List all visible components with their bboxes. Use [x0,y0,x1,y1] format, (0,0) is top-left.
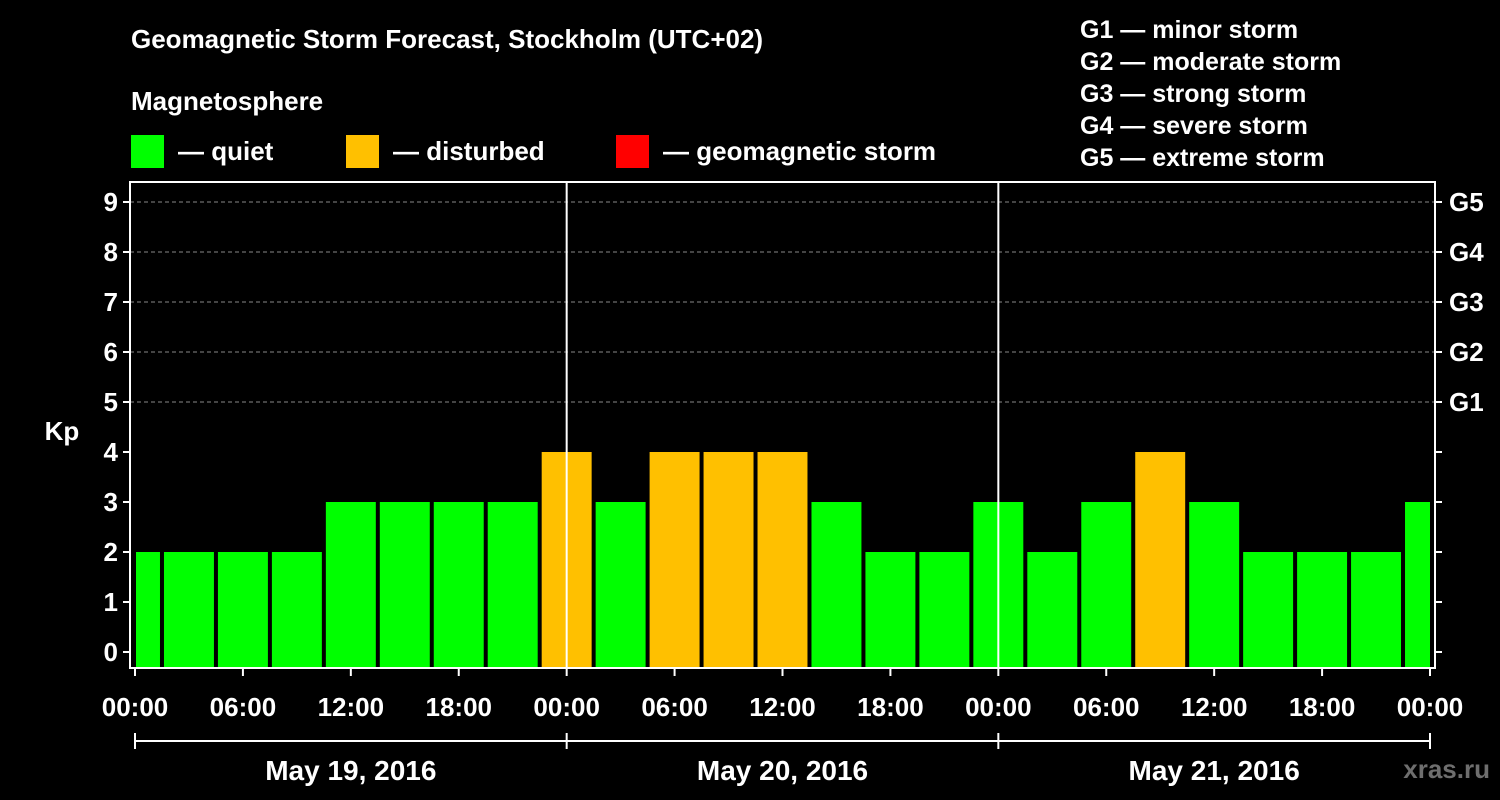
legend-swatch-disturbed [346,134,379,168]
y-axis-label: Kp [45,416,80,446]
g-label-g4: G4 [1449,237,1484,267]
y-tick-label-1: 1 [104,587,118,617]
kp-bar-2 [217,552,268,668]
kp-bar-15 [919,552,970,668]
kp-bar-14 [865,552,916,668]
kp-bar-22 [1297,552,1348,668]
legend-item-storm: — geomagnetic storm [616,134,936,168]
x-tick-label-4: 00:00 [533,692,600,722]
legend-swatch-quiet [131,134,164,168]
kp-bar-24 [1405,502,1430,668]
legend-label-quiet: — quiet [178,135,274,166]
x-tick-label-8: 00:00 [965,692,1032,722]
g-label-g2: G2 [1449,337,1484,367]
grid-layer [130,201,1435,403]
legend-item-disturbed: — disturbed [346,134,545,168]
kp-bar-1 [163,552,214,668]
kp-bar-13 [811,502,862,668]
y-tick-label-6: 6 [104,337,118,367]
x-tick-label-10: 12:00 [1181,692,1248,722]
x-tick-label-2: 12:00 [318,692,385,722]
x-tick-label-12: 00:00 [1397,692,1464,722]
kp-bar-3 [271,552,322,668]
y-tick-label-2: 2 [104,537,118,567]
x-tick-label-7: 18:00 [857,692,924,722]
y-tick-label-3: 3 [104,487,118,517]
kp-bar-11 [703,452,754,668]
kp-bar-21 [1243,552,1294,668]
kp-bar-5 [379,502,430,668]
y-tick-label-0: 0 [104,637,118,667]
kp-bar-10 [649,452,700,668]
kp-bar-17 [1027,552,1078,668]
date-label-2: May 21, 2016 [1129,755,1300,786]
y-tick-label-4: 4 [104,437,119,467]
storm-scale-g2: G2 — moderate storm [1080,48,1342,76]
x-tick-label-5: 06:00 [641,692,708,722]
g-label-g5: G5 [1449,187,1484,217]
y-tick-label-7: 7 [104,287,118,317]
x-tick-label-3: 18:00 [426,692,493,722]
x-tick-label-6: 12:00 [749,692,816,722]
legend-item-quiet: — quiet [131,134,273,168]
kp-bar-6 [433,502,484,668]
legend-label-storm: — geomagnetic storm [663,135,937,166]
storm-scale-g3: G3 — strong storm [1080,80,1307,108]
magnetosphere-label: Magnetosphere [131,86,324,116]
storm-scale-g4: G4 — severe storm [1080,112,1308,140]
g-label-g3: G3 [1449,287,1484,317]
x-tick-label-1: 06:00 [210,692,277,722]
watermark: xras.ru [1403,754,1490,784]
storm-scale-legend: G1 — minor storm G2 — moderate storm G3 … [1080,14,1341,174]
axis-layer: 0 1 2 3 4 5 6 7 8 9 G1 G2 G3 G4 G5 00:00 06:00 12:00 18:00… [102,181,1484,786]
bar-layer [136,452,1430,668]
legend-swatch-storm [616,134,649,168]
y-tick-label-5: 5 [104,387,118,417]
kp-bar-12 [757,452,808,668]
date-label-0: May 19, 2016 [265,755,436,786]
x-tick-label-9: 06:00 [1073,692,1140,722]
y-tick-label-8: 8 [104,237,118,267]
legend-label-disturbed: — disturbed [393,135,545,166]
kp-bar-20 [1189,502,1240,668]
x-tick-label-0: 00:00 [102,692,169,722]
kp-bar-4 [325,502,376,668]
kp-bar-18 [1081,502,1132,668]
date-label-1: May 20, 2016 [697,755,868,786]
kp-bar-0 [136,552,160,668]
g-label-g1: G1 [1449,387,1484,417]
kp-bar-23 [1351,552,1402,668]
x-tick-label-11: 18:00 [1289,692,1356,722]
storm-scale-g5: G5 — extreme storm [1080,144,1325,172]
kp-bar-7 [487,502,538,668]
y-tick-label-9: 9 [104,187,118,217]
kp-bar-19 [1135,452,1186,668]
storm-scale-g1: G1 — minor storm [1080,16,1299,44]
chart-title: Geomagnetic Storm Forecast, Stockholm (U… [131,24,764,54]
kp-bar-9 [595,502,646,668]
